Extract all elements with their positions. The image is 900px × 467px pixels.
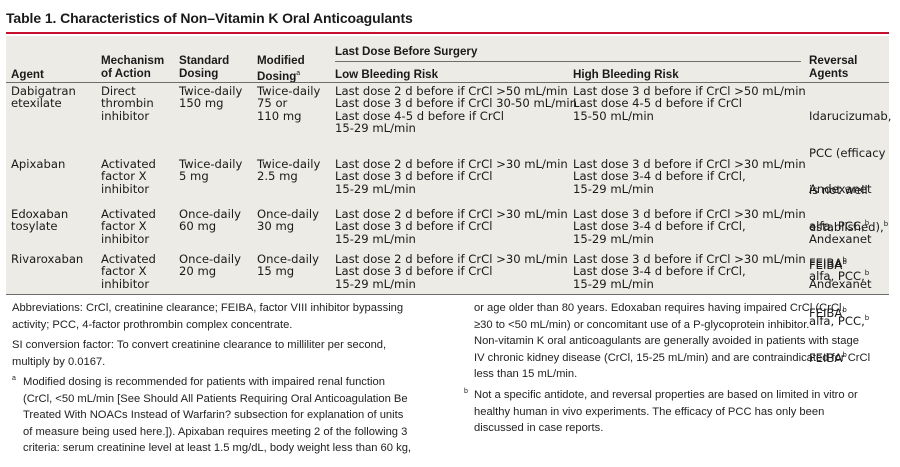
- cell-low-bleeding: Last dose 2 d before if CrCl >30 mL/min …: [335, 252, 568, 291]
- cell-high-bleeding: Last dose 3 d before if CrCl >50 mL/min …: [573, 84, 806, 123]
- cell-mechanism: Activated factor X inhibitor: [101, 157, 156, 196]
- footnote-a-marker: a: [12, 375, 16, 382]
- cell-agent: Rivaroxaban: [11, 252, 84, 266]
- cell-reversal: Idarucizumab, PCC (efficacy is not well …: [809, 108, 892, 272]
- cell-modified-dosing: Twice-daily 2.5 mg: [257, 157, 321, 184]
- header-subrule: [335, 61, 801, 62]
- cell-agent: Dabigatran etexilate: [11, 84, 76, 111]
- cell-standard-dosing: Twice-daily 5 mg: [179, 157, 243, 184]
- cell-standard-dosing: Once-daily 60 mg: [179, 207, 241, 234]
- cell-standard-dosing: Twice-daily 150 mg: [179, 84, 243, 111]
- header-last-dose: Last Dose Before Surgery: [335, 45, 478, 58]
- table-background: [6, 36, 889, 295]
- cell-reversal: Andexanet alfa, PCC,b FEIBAb: [809, 231, 872, 321]
- header-agent: Agent: [11, 68, 44, 81]
- cell-high-bleeding: Last dose 3 d before if CrCl >30 mL/min …: [573, 252, 806, 291]
- cell-reversal: Andexanet alfa, PCC,b FEIBAb: [809, 181, 872, 271]
- cell-low-bleeding: Last dose 2 d before if CrCl >30 mL/min …: [335, 157, 568, 196]
- cell-low-bleeding: Last dose 2 d before if CrCl >50 mL/min …: [335, 84, 577, 136]
- cell-modified-dosing: Once-daily 15 mg: [257, 252, 319, 279]
- header-low-bleeding: Low Bleeding Risk: [335, 68, 439, 81]
- cell-mechanism: Activated factor X inhibitor: [101, 207, 156, 246]
- header-modified-dosing: Modified Dosinga: [257, 54, 305, 83]
- header-mechanism: Mechanism of Action: [101, 54, 165, 80]
- table-title: Table 1. Characteristics of Non–Vitamin …: [6, 10, 413, 26]
- cell-modified-dosing: Twice-daily 75 or 110 mg: [257, 84, 321, 123]
- title-rule: [6, 32, 889, 34]
- footnote-a-marker: a: [296, 70, 301, 77]
- header-divider: [6, 82, 889, 83]
- header-standard-dosing: Standard Dosing: [179, 54, 230, 80]
- cell-agent: Edoxaban tosylate: [11, 207, 69, 234]
- footnote-abbreviations: Abbreviations: CrCl, creatinine clearanc…: [12, 302, 404, 331]
- cell-mechanism: Activated factor X inhibitor: [101, 252, 156, 291]
- header-high-bleeding: High Bleeding Risk: [573, 68, 679, 81]
- header-reversal: Reversal Agents: [809, 54, 858, 80]
- cell-high-bleeding: Last dose 3 d before if CrCl >30 mL/min …: [573, 207, 806, 246]
- cell-reversal: Andexanet alfa, PCC,b FEIBAb: [809, 276, 872, 366]
- cell-agent: Apixaban: [11, 157, 66, 171]
- cell-modified-dosing: Once-daily 30 mg: [257, 207, 319, 234]
- footnote-b-marker: b: [464, 388, 468, 395]
- footnote-si-conversion: SI conversion factor: To convert creatin…: [12, 339, 387, 368]
- cell-mechanism: Direct thrombin inhibitor: [101, 84, 154, 123]
- footnote-a-continued: or age older than 80 years. Edoxaban req…: [474, 302, 871, 381]
- cell-standard-dosing: Once-daily 20 mg: [179, 252, 241, 279]
- cell-high-bleeding: Last dose 3 d before if CrCl >30 mL/min …: [573, 157, 806, 196]
- footnote-a: a Modified dosing is recommended for pat…: [12, 374, 411, 457]
- footnote-b: b Not a specific antidote, and reversal …: [464, 387, 858, 437]
- cell-low-bleeding: Last dose 2 d before if CrCl >30 mL/min …: [335, 207, 568, 246]
